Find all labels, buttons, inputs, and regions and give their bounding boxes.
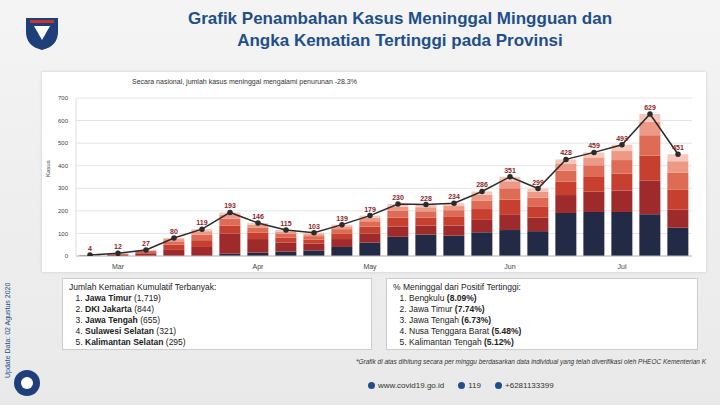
html-text:*Grafik di atas dihitung secar: *Grafik di atas dihitung secara per ming… [355,358,706,365]
svg-text:139: 139 [336,215,348,222]
svg-text:103: 103 [308,223,320,230]
svg-text:115: 115 [280,220,291,227]
html-text:Jumlah Kematian Kumulatif Terb: Jumlah Kematian Kumulatif Terbanyak: [69,282,217,292]
html-text:Bengkulu (8.09%): Bengkulu (8.09%) [409,293,477,303]
svg-text:286: 286 [476,181,488,188]
svg-text:228: 228 [420,195,432,202]
svg-text:Apr: Apr [253,263,265,271]
svg-text:300: 300 [58,185,69,191]
svg-text:27: 27 [142,240,150,247]
html-text:Kalimantan Tengah (5.12%): Kalimantan Tengah (5.12%) [409,337,514,347]
svg-text:451: 451 [672,144,684,151]
svg-text:146: 146 [252,213,264,220]
svg-text:Mar: Mar [112,263,125,270]
svg-text:428: 428 [560,149,572,156]
svg-text:12: 12 [114,243,122,250]
svg-text:299: 299 [532,179,544,186]
html-text:Jawa Timur (7.74%): Jawa Timur (7.74%) [409,304,485,314]
svg-text:100: 100 [58,231,69,237]
html-text:Jawa Tengah (6.73%): Jawa Tengah (6.73%) [409,315,492,325]
html-text:Secara nasional, jumlah kasus: Secara nasional, jumlah kasus meninggal … [132,78,357,85]
html-text:Kalimantan Selatan (295): Kalimantan Selatan (295) [85,337,186,347]
html-text:119: 119 [468,381,481,390]
svg-text:May: May [363,263,377,271]
svg-text:493: 493 [616,135,628,142]
svg-text:200: 200 [58,208,69,214]
html-text:Sulawesi Selatan (321): Sulawesi Selatan (321) [85,326,177,336]
svg-text:179: 179 [364,206,376,213]
svg-text:600: 600 [58,118,69,124]
html-text:Jawa Timur (1,719): Jawa Timur (1,719) [85,293,161,303]
svg-text:119: 119 [196,219,207,226]
svg-text:230: 230 [392,194,404,201]
html-text:Grafik Penambahan Kasus Mening: Grafik Penambahan Kasus Meninggal Minggu… [187,9,613,50]
svg-text:4: 4 [88,245,92,252]
svg-text:Jul: Jul [618,263,627,270]
html-text:Update Data: 02 Agustus 2020: Update Data: 02 Agustus 2020 [4,282,11,378]
svg-text:234: 234 [448,193,460,200]
svg-text:193: 193 [224,202,236,209]
svg-text:80: 80 [170,228,178,235]
svg-text:400: 400 [58,163,69,169]
html-text:% Meninggal dari Positif Terti: % Meninggal dari Positif Tertinggi: [393,282,521,292]
html-text:Jawa Tengah (655): Jawa Tengah (655) [85,315,160,325]
svg-text:0: 0 [65,253,69,259]
svg-text:Kasus: Kasus [45,160,51,177]
svg-text:Jun: Jun [504,263,515,270]
html-text:www.covid19.go.id: www.covid19.go.id [378,381,445,390]
svg-text:351: 351 [504,167,516,174]
svg-text:500: 500 [58,140,69,146]
svg-text:700: 700 [58,95,69,101]
svg-text:459: 459 [588,142,600,149]
html-text:DKI Jakarta (844): DKI Jakarta (844) [85,304,154,314]
html-text:+6281133399: +6281133399 [505,381,554,390]
html-text:Nusa Tenggara Barat (5.48%): Nusa Tenggara Barat (5.48%) [409,326,522,336]
svg-text:629: 629 [644,104,656,111]
